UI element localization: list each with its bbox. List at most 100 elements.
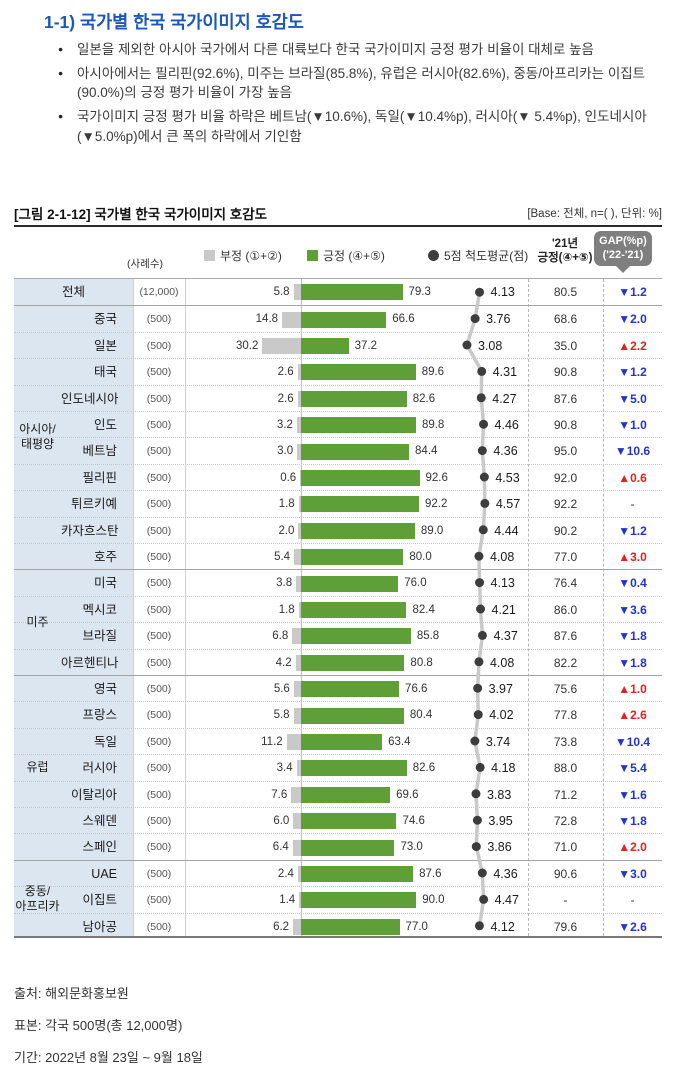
prev-year-value: 76.4 [553, 576, 578, 591]
negative-value: 6.4 [272, 841, 289, 854]
positive-value: 73.0 [400, 841, 423, 854]
table-row: 태국 (500) 2.6 89.6 4.31 90.8 ▼1.2 [14, 358, 662, 384]
gap-value: ▼1.6 [618, 787, 647, 802]
positive-value: 84.4 [415, 445, 438, 458]
negative-value: 11.2 [261, 735, 283, 748]
average-value: 4.27 [492, 391, 517, 406]
negative-bar [296, 575, 301, 592]
country-label: 아르헨티나 [61, 655, 119, 670]
average-value: 4.12 [490, 919, 515, 934]
prev-year-value: 92.2 [553, 497, 578, 512]
negative-value: 2.6 [277, 366, 294, 379]
negative-swatch-icon [204, 250, 215, 261]
country-label: 프랑스 [82, 708, 117, 723]
legend-positive-label: 긍정 (④+⑤) [323, 249, 385, 263]
gap-value: ▼1.2 [618, 365, 647, 380]
case-count: (500) [146, 841, 172, 854]
country-label: 튀르키예 [70, 497, 117, 512]
negative-bar [298, 496, 301, 513]
negative-bar [300, 469, 301, 486]
column-divider [185, 279, 186, 936]
prev-year-value: 71.2 [553, 787, 578, 802]
average-value: 3.86 [487, 840, 512, 855]
negative-bar [294, 549, 301, 566]
case-count: (500) [146, 656, 172, 669]
negative-value: 5.8 [273, 709, 290, 722]
gap-value: ▼0.4 [618, 576, 647, 591]
positive-bar [301, 865, 414, 882]
average-value: 4.18 [491, 761, 516, 776]
negative-value: 1.8 [278, 498, 295, 511]
negative-value: 3.8 [276, 577, 293, 590]
average-value: 4.21 [491, 602, 516, 617]
country-label: 영국 [93, 682, 117, 696]
column-divider [133, 279, 134, 936]
negative-bar [292, 839, 301, 856]
negative-value: 7.6 [271, 788, 288, 801]
group-label: 아시아/ 태평양 [19, 422, 56, 452]
gap-value: ▲2.6 [618, 708, 647, 723]
country-label: UAE [91, 866, 117, 881]
positive-bar [301, 522, 415, 539]
negative-bar [296, 760, 301, 777]
gap-header-line2: ('22-'21) [602, 249, 644, 262]
case-count: (500) [146, 419, 172, 431]
prev-year-value: 88.0 [553, 761, 578, 776]
negative-value: 2.4 [277, 867, 294, 880]
gap-column-header-badge: GAP(%p) ('22-'21) [594, 231, 652, 266]
positive-value: 80.0 [409, 551, 432, 563]
case-count: (500) [146, 392, 172, 405]
positive-bar [301, 733, 383, 750]
positive-bar [301, 839, 395, 856]
positive-value: 80.4 [409, 709, 433, 722]
prev-year-column-header: '21년 긍정(④+⑤) [520, 238, 610, 266]
category-column-background [14, 279, 133, 936]
prev-year-value: 77.0 [553, 550, 578, 564]
country-label: 인도 [93, 418, 117, 432]
gap-value: ▲3.0 [618, 550, 647, 564]
prev-year-value: 87.6 [553, 629, 578, 644]
country-label: 전체 [61, 285, 85, 299]
negative-bar [293, 707, 301, 724]
average-value: 4.13 [490, 285, 515, 299]
group-label: 미주 [26, 614, 49, 629]
negative-value: 1.4 [279, 894, 296, 907]
positive-value: 80.8 [410, 656, 433, 669]
prev-year-value: 92.0 [553, 470, 578, 485]
country-label: 남아공 [82, 919, 117, 934]
prev-year-value: 73.8 [553, 734, 578, 749]
negative-value: 3.0 [277, 445, 294, 458]
country-label: 독일 [93, 734, 117, 749]
positive-bar [301, 681, 400, 698]
case-count: (500) [146, 920, 172, 933]
negative-value: 4.2 [275, 656, 292, 669]
positive-bar [301, 549, 404, 566]
positive-value: 92.2 [425, 498, 448, 511]
case-count: (500) [146, 471, 172, 484]
group-label: 유럽 [26, 759, 49, 774]
case-count: (500) [146, 709, 172, 722]
case-count: (12,000) [139, 286, 179, 298]
country-label: 태국 [93, 365, 117, 380]
negative-value: 5.6 [273, 683, 290, 695]
positive-bar [301, 760, 407, 777]
negative-bar [293, 284, 301, 301]
case-count: (500) [146, 498, 172, 511]
gap-header-line1: GAP(%p) [599, 235, 647, 247]
gap-value: ▲2.0 [618, 840, 647, 855]
prev-year-line2: 긍정(④+⑤) [537, 251, 593, 264]
positive-value: 82.6 [412, 762, 436, 775]
positive-value: 89.6 [421, 366, 445, 379]
table-row: 프랑스 (500) 5.8 80.4 4.02 77.8 ▲2.6 [14, 701, 662, 727]
table-row: 러시아 (500) 3.4 82.6 4.18 88.0 ▼5.4 [14, 754, 662, 780]
average-value: 4.46 [494, 418, 519, 432]
average-value: 4.47 [494, 893, 519, 908]
negative-bar [291, 786, 301, 803]
table-row: 전체 (12,000) 5.8 79.3 4.13 80.5 ▼1.2 [14, 279, 662, 305]
negative-value: 1.8 [278, 603, 295, 616]
positive-bar [301, 284, 403, 301]
prev-year-value: 68.6 [553, 312, 578, 327]
figure-label: [그림 2-1-12] 국가별 한국 국가이미지 호감도 [14, 207, 268, 222]
average-value: 4.13 [490, 576, 515, 591]
gap-value: - [630, 497, 635, 512]
